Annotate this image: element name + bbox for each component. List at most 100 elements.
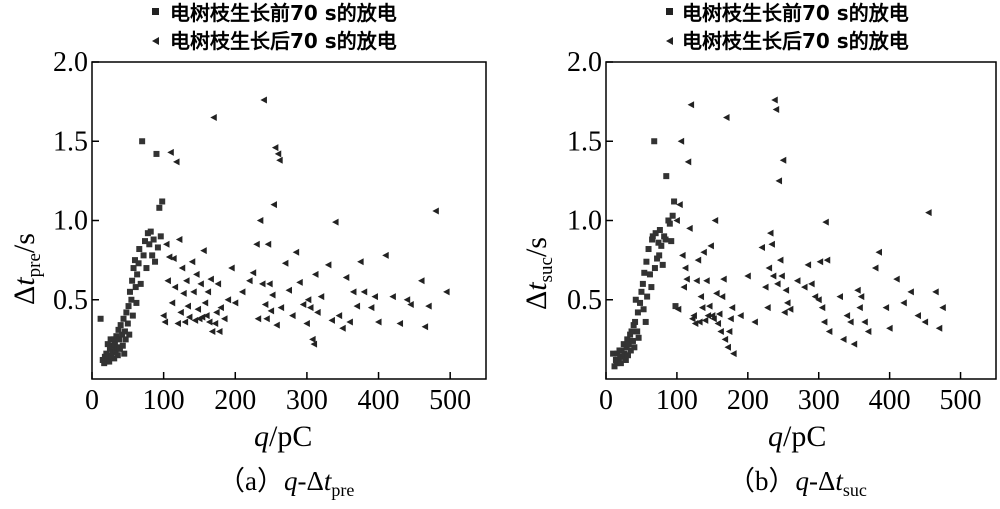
data-point-after [776, 256, 784, 264]
data-point-before [132, 284, 139, 291]
data-point-before [632, 296, 639, 303]
data-point-after [914, 312, 921, 320]
data-point-after [403, 296, 411, 304]
data-point-after [823, 256, 831, 264]
data-point-after [164, 277, 171, 285]
data-point-after [875, 248, 882, 256]
data-point-after [861, 318, 868, 326]
data-point-after [767, 229, 774, 237]
data-point-after [353, 302, 361, 310]
data-point-after [181, 318, 189, 326]
data-point-before [614, 350, 621, 357]
data-point-after [730, 350, 737, 358]
data-point-after [170, 255, 177, 263]
data-point-before [611, 363, 618, 370]
data-point-after [769, 272, 777, 280]
data-point-before [649, 236, 656, 243]
data-point-before [659, 261, 666, 268]
data-point-before [627, 331, 634, 338]
data-point-after [208, 327, 216, 335]
data-point-after [744, 272, 751, 280]
y-tick-label: 1.0 [53, 206, 88, 237]
y-tick-label: 2.0 [53, 47, 88, 78]
data-point-before [627, 347, 634, 354]
data-point-after [673, 217, 680, 224]
data-point-after [178, 264, 186, 272]
data-point-after [175, 236, 183, 244]
data-point-before [669, 212, 676, 219]
data-point-after [183, 277, 190, 285]
data-point-after [774, 280, 781, 288]
data-point-after [266, 280, 273, 288]
data-point-after [900, 299, 907, 307]
data-point-before [121, 350, 128, 357]
y-tick-label: 2.0 [567, 47, 602, 78]
data-point-after [304, 296, 312, 304]
data-point-after [939, 304, 946, 312]
data-point-after [273, 321, 280, 329]
data-point-after [289, 312, 296, 320]
data-point-after [312, 270, 319, 278]
data-point-after [765, 264, 773, 272]
data-point-before [638, 288, 645, 295]
data-point-after [701, 316, 709, 324]
data-point-before [130, 265, 137, 272]
data-point-after [310, 340, 318, 348]
data-point-before [111, 355, 118, 362]
data-point-before [637, 299, 644, 306]
data-point-after [173, 158, 180, 166]
data-point-after [815, 296, 822, 304]
y-tick-label: 1.0 [567, 206, 602, 237]
data-point-after [231, 299, 239, 307]
data-point-after [177, 308, 184, 316]
data-point-before [112, 347, 119, 354]
data-point-before [624, 352, 631, 359]
data-point-after [840, 335, 847, 343]
data-point-before [631, 344, 638, 351]
data-point-after [271, 144, 279, 152]
data-point-after [684, 158, 692, 166]
x-tick-label: 100 [656, 385, 698, 416]
data-point-before [651, 138, 658, 145]
data-point-after [360, 288, 368, 296]
data-point-before [122, 336, 129, 343]
data-point-after [260, 96, 267, 104]
data-point-after [728, 304, 736, 312]
data-point-after [160, 312, 167, 320]
x-tick-label: 400 [869, 385, 911, 416]
data-point-before [665, 217, 672, 224]
data-point-after [249, 269, 257, 277]
data-point-before [628, 328, 635, 335]
data-point-after [935, 324, 943, 332]
data-point-before [119, 342, 126, 349]
data-point-after [686, 224, 693, 232]
data-point-before [120, 315, 127, 322]
x-tick-label: 500 [940, 385, 982, 416]
x-axis-label-a: q/pC [254, 420, 312, 453]
data-point-after [801, 283, 808, 291]
data-point-after [335, 312, 343, 320]
data-point-after [224, 296, 232, 304]
data-point-after [696, 318, 703, 326]
data-point-before [104, 355, 111, 362]
data-point-after [693, 277, 700, 285]
data-point-after [893, 275, 900, 283]
legend-triangle-marker [152, 37, 159, 45]
data-point-before [142, 238, 149, 245]
data-point-before [648, 284, 655, 291]
data-point-before [117, 322, 124, 329]
caption-a: （a）q-Δtpre [218, 466, 354, 500]
data-point-before [156, 204, 163, 211]
data-point-before [623, 344, 630, 351]
data-point-before [143, 265, 150, 272]
data-point-before [640, 306, 647, 313]
data-point-after [706, 302, 713, 310]
data-point-after [836, 293, 843, 301]
legend-square-marker [152, 8, 159, 15]
data-point-after [825, 327, 833, 335]
data-point-after [193, 270, 200, 278]
data-point-after [432, 207, 439, 215]
data-points-b [610, 96, 946, 370]
data-point-after [886, 324, 893, 332]
data-point-before [671, 198, 678, 205]
